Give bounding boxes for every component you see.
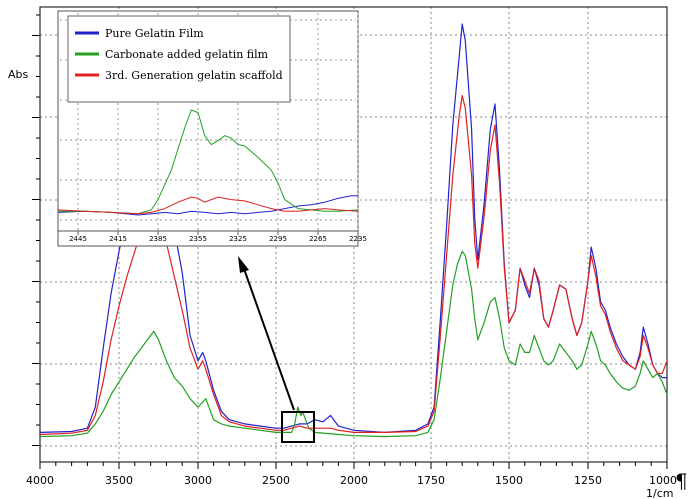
y-axis-label: Abs bbox=[8, 68, 29, 81]
zoom-highlight-box bbox=[281, 411, 315, 443]
pilcrow-mark: ¶ bbox=[675, 469, 688, 493]
x-axis-label-fragment: 1/cm bbox=[646, 487, 673, 499]
x-tick-label-1750: 1750 bbox=[417, 474, 445, 487]
inset-x-tick-label-2295: 2295 bbox=[269, 235, 287, 243]
inset-x-tick-label-2385: 2385 bbox=[149, 235, 167, 243]
inset-series-line-carbonate-added-gelatin-film bbox=[58, 109, 359, 215]
zoom-arrow-head bbox=[238, 256, 249, 273]
y-axis-ticks bbox=[32, 14, 40, 446]
inset-x-tick-label-2415: 2415 bbox=[109, 235, 127, 243]
x-axis-ticks: 4000 3500 3000 2500 2000 1750 1500 1250 1000 bbox=[26, 462, 677, 487]
legend-box bbox=[67, 15, 291, 103]
x-tick-label-3000: 3000 bbox=[184, 474, 212, 487]
inset-series-line-3rd-generation-gelatin-scaffold bbox=[57, 196, 359, 215]
series-line-carbonate-added-gelatin-film bbox=[39, 250, 668, 438]
x-tick-label-2000: 2000 bbox=[340, 474, 368, 487]
x-tick-label-1250: 1250 bbox=[574, 474, 602, 487]
inset-x-tick-label-2265: 2265 bbox=[309, 235, 327, 243]
legend-label-carbonate: Carbonate added gelatin film bbox=[105, 48, 269, 61]
inset-series-line-pure-gelatin-film bbox=[57, 195, 358, 216]
inset-chart: 2445 2415 2385 2355 2325 2295 2265 2235 Pure Ge… bbox=[57, 10, 367, 247]
inset-series-group bbox=[57, 109, 359, 216]
inset-x-tick-label-2445: 2445 bbox=[69, 235, 87, 243]
legend-label-scaffold: 3rd. Generation gelatin scaffold bbox=[105, 69, 283, 82]
zoom-arrow-line bbox=[242, 265, 295, 411]
x-tick-label-4000: 4000 bbox=[26, 474, 54, 487]
x-tick-label-1000: 1000 bbox=[649, 474, 677, 487]
inset-x-tick-label-2355: 2355 bbox=[189, 235, 207, 243]
inset-x-tick-label-2235: 2235 bbox=[349, 235, 367, 243]
series-line-3rd-generation-gelatin-scaffold bbox=[39, 95, 668, 436]
x-tick-label-1500: 1500 bbox=[495, 474, 523, 487]
inset-x-ticks: 2445 2415 2385 2355 2325 2295 2265 2235 bbox=[69, 231, 367, 243]
inset-x-tick-label-2325: 2325 bbox=[229, 235, 247, 243]
legend-label-pure-gelatin: Pure Gelatin Film bbox=[105, 27, 204, 40]
x-tick-label-2500: 2500 bbox=[262, 474, 290, 487]
legend: Pure Gelatin Film Carbonate added gelati… bbox=[67, 15, 291, 103]
x-tick-label-3500: 3500 bbox=[105, 474, 133, 487]
